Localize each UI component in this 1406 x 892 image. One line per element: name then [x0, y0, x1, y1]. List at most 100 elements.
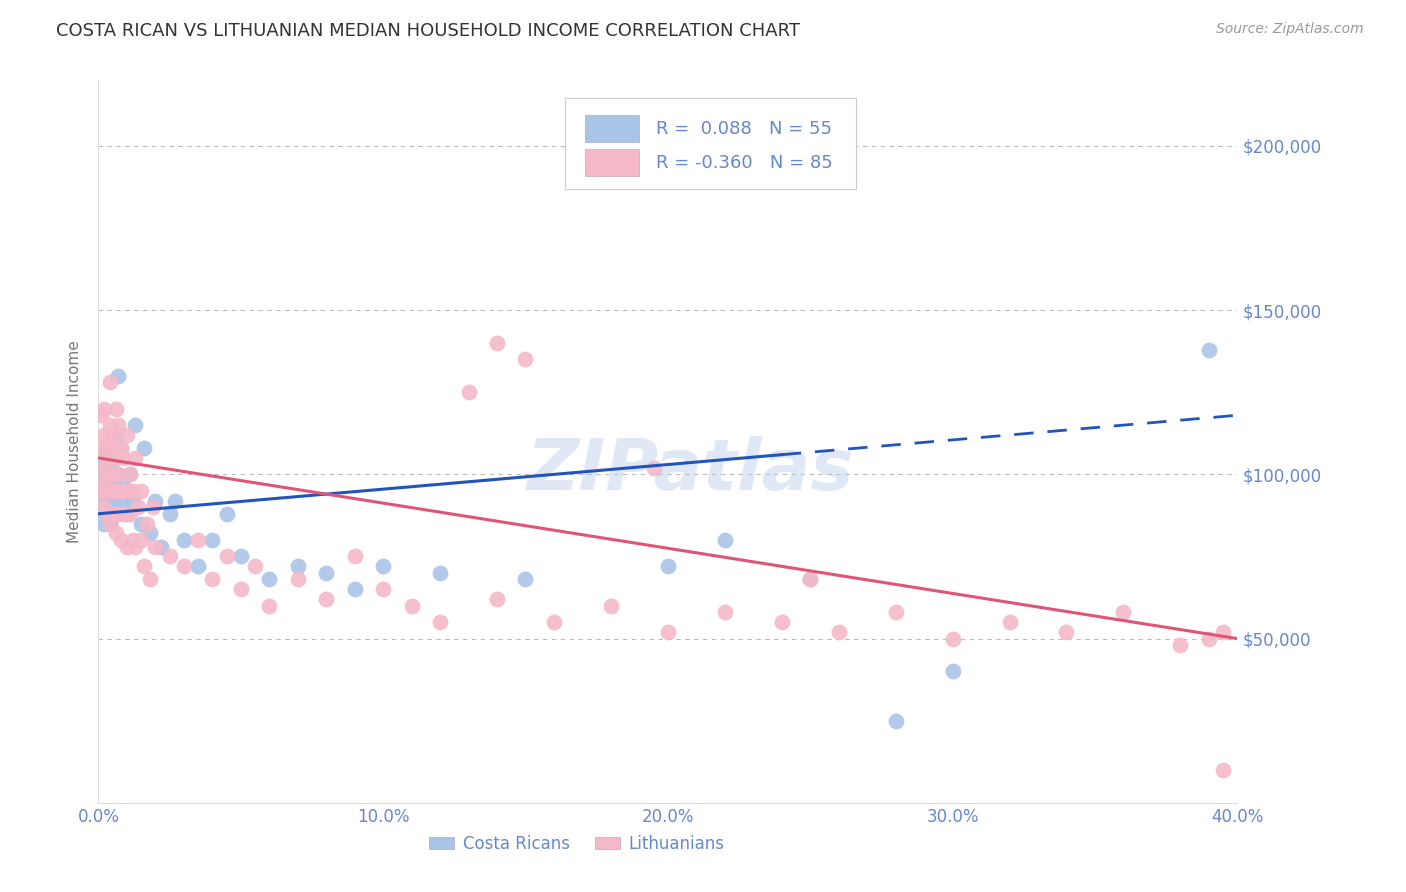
Point — [90, 491, 112, 505]
Point — [96, 507, 118, 521]
Point — [101, 507, 124, 521]
Point — [110, 441, 132, 455]
Point — [121, 533, 143, 547]
Point — [429, 566, 451, 580]
Point — [93, 483, 115, 498]
Point — [132, 441, 155, 455]
Point — [90, 503, 112, 517]
Point — [1170, 638, 1192, 652]
Point — [714, 605, 737, 619]
Point — [101, 450, 124, 465]
Point — [343, 549, 366, 564]
Point — [98, 516, 121, 531]
Y-axis label: Median Household Income: Median Household Income — [67, 340, 83, 543]
Point — [98, 467, 121, 482]
Point — [770, 615, 793, 630]
Point — [93, 500, 115, 515]
Point — [101, 428, 124, 442]
Point — [243, 559, 266, 574]
Point — [118, 467, 141, 482]
Point — [215, 549, 238, 564]
Point — [101, 483, 124, 498]
Point — [96, 434, 118, 449]
Point — [107, 467, 129, 482]
Point — [129, 533, 152, 547]
Point — [141, 500, 163, 515]
Point — [129, 483, 152, 498]
Point — [215, 507, 238, 521]
Point — [90, 409, 112, 423]
Point — [93, 467, 115, 482]
Point — [104, 483, 127, 498]
Point — [942, 632, 965, 646]
Point — [96, 450, 118, 465]
Point — [96, 474, 118, 488]
Point — [121, 493, 143, 508]
Point — [93, 428, 115, 442]
Point — [96, 493, 118, 508]
Point — [486, 336, 509, 351]
Point — [201, 573, 224, 587]
Point — [127, 500, 149, 515]
Point — [93, 458, 115, 472]
Point — [373, 582, 395, 597]
Point — [104, 507, 127, 521]
Point — [101, 467, 124, 482]
Point — [118, 507, 141, 521]
Point — [132, 559, 155, 574]
Point — [98, 483, 121, 498]
Point — [150, 540, 173, 554]
Point — [259, 573, 281, 587]
Point — [799, 573, 821, 587]
Point — [90, 481, 112, 495]
Point — [315, 592, 337, 607]
Point — [315, 566, 337, 580]
Point — [115, 507, 138, 521]
Point — [884, 714, 907, 728]
Text: ZIPatlas: ZIPatlas — [527, 436, 855, 505]
Legend: Costa Ricans, Lithuanians: Costa Ricans, Lithuanians — [423, 828, 731, 860]
Point — [93, 401, 115, 416]
Point — [118, 467, 141, 482]
Point — [229, 549, 252, 564]
Point — [93, 474, 115, 488]
Point — [1056, 625, 1078, 640]
Point — [429, 615, 451, 630]
Point — [173, 559, 195, 574]
Point — [998, 615, 1021, 630]
Point — [159, 507, 181, 521]
Point — [165, 493, 187, 508]
Point — [101, 474, 124, 488]
Point — [828, 625, 851, 640]
Point — [145, 540, 167, 554]
Point — [145, 493, 167, 508]
Point — [110, 493, 132, 508]
Point — [115, 483, 138, 498]
Point — [1198, 343, 1220, 357]
Point — [657, 625, 679, 640]
Point — [229, 582, 252, 597]
Point — [104, 483, 127, 498]
Point — [124, 450, 146, 465]
Point — [187, 559, 209, 574]
Point — [942, 665, 965, 679]
Point — [96, 444, 118, 458]
Point — [115, 483, 138, 498]
Point — [90, 483, 112, 498]
Point — [104, 428, 127, 442]
Point — [101, 493, 124, 508]
Point — [714, 533, 737, 547]
Point — [287, 559, 309, 574]
Point — [1212, 625, 1234, 640]
Point — [90, 441, 112, 455]
Point — [543, 615, 565, 630]
FancyBboxPatch shape — [585, 149, 640, 177]
Point — [401, 599, 423, 613]
Text: COSTA RICAN VS LITHUANIAN MEDIAN HOUSEHOLD INCOME CORRELATION CHART: COSTA RICAN VS LITHUANIAN MEDIAN HOUSEHO… — [56, 22, 800, 40]
Point — [101, 441, 124, 455]
Text: R =  0.088   N = 55: R = 0.088 N = 55 — [657, 120, 832, 137]
Point — [107, 418, 129, 433]
Point — [115, 540, 138, 554]
Point — [104, 401, 127, 416]
Point — [173, 533, 195, 547]
